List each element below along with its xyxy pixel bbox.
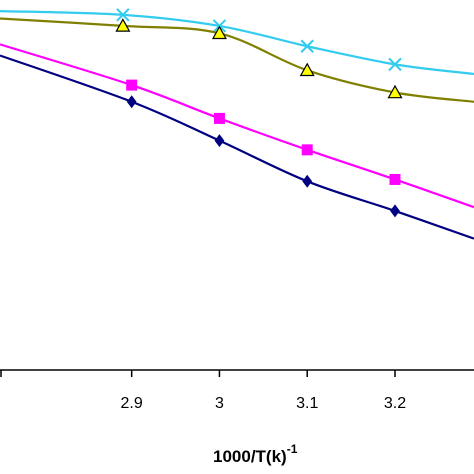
x-tick-label-0: 2.9: [121, 395, 143, 412]
series-0-point-1: [116, 8, 130, 22]
x-axis-title: 1000/T(k)-1: [213, 442, 298, 466]
series-line-0: [0, 10, 474, 76]
series-1-point-2: [211, 25, 227, 40]
series-line-3: [0, 54, 474, 240]
series-layer: [0, 8, 474, 240]
x-axis-title-superscript: -1: [287, 442, 298, 456]
x-tick-label-2: 3.1: [296, 395, 318, 412]
series-line-2: [0, 43, 474, 209]
x-axis-ticks: 2.9 3 3.1 3.2: [0, 370, 406, 412]
series-0-point-4: [388, 57, 402, 72]
x-tick-label-3: 3.2: [384, 395, 406, 412]
series-2-point-3: [301, 144, 313, 156]
series-0-point-3: [300, 39, 314, 53]
x-tick-label-1: 3: [215, 395, 224, 412]
series-2-point-1: [126, 79, 138, 91]
series-3-point-3: [302, 174, 313, 188]
series-1-point-1: [115, 18, 131, 32]
series-1-point-3: [299, 62, 315, 77]
series-2-point-4: [389, 173, 401, 185]
series-2-point-2: [213, 112, 225, 124]
series-line-1: [0, 17, 474, 103]
x-axis-title-text: 1000/T(k): [213, 447, 287, 466]
series-3-point-4: [390, 204, 400, 218]
series-1-point-4: [387, 84, 403, 99]
series-3-point-1: [126, 95, 137, 109]
series-3-point-2: [214, 134, 225, 148]
